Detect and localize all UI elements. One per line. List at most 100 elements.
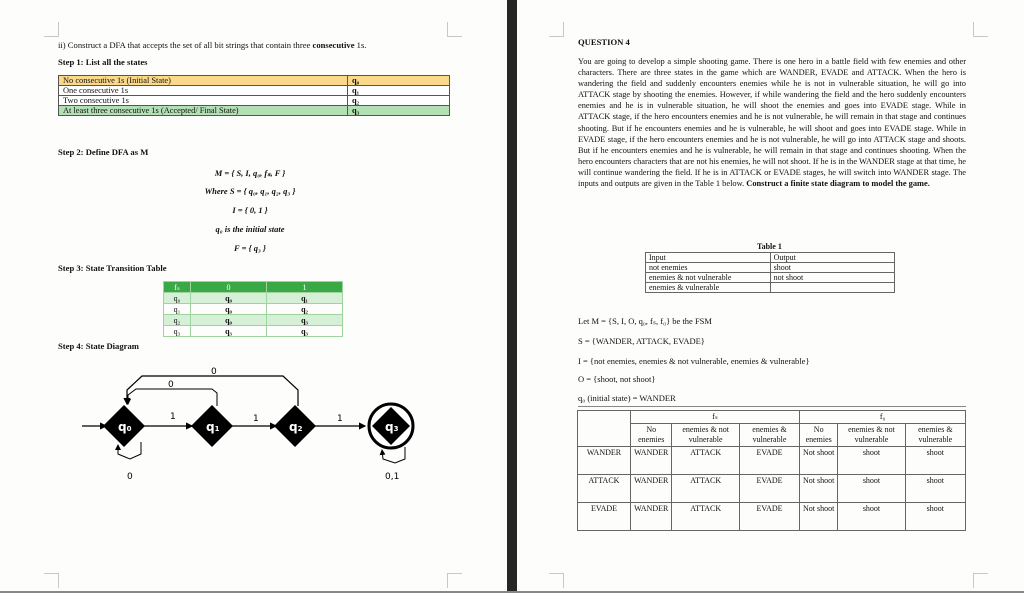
table-cell: q₁ xyxy=(266,292,343,304)
table-row: EVADE WANDER ATTACK EVADE Not shoot shoot shoo… xyxy=(577,502,967,531)
table-cell: shoot xyxy=(904,502,967,531)
table-cell: q₃ xyxy=(163,325,191,337)
table-cell: not enemies xyxy=(645,262,771,273)
table-row: q₁ q₀ q₂ xyxy=(163,303,343,315)
s-definition: Where S = { q₀, q₁, q₂, q₃ } xyxy=(204,186,296,196)
table-cell: ATTACK xyxy=(671,446,740,475)
fsm-line: S = {WANDER, ATTACK, EVADE} xyxy=(578,336,705,346)
table-cell: EVADE xyxy=(738,446,801,475)
table-cell: shoot xyxy=(904,446,967,475)
subheader-cell: enemies & vulnerable xyxy=(738,423,801,447)
self-loop-q3: 0,1 xyxy=(379,447,406,482)
empty-cell xyxy=(577,410,631,447)
table-cell: q₂ xyxy=(266,303,343,315)
table1-caption: Table 1 xyxy=(757,242,782,251)
table-row: enemies & not vulnerable not shoot xyxy=(645,272,896,283)
group-header: f₀ xyxy=(799,410,966,424)
step2-heading: Step 2: Define DFA as M xyxy=(58,147,149,157)
margin-corner-mark xyxy=(44,573,59,588)
io-table: Input Output not enemies shoot enemies & not… xyxy=(645,252,896,293)
question-text: ii) Construct a DFA that accepts the set… xyxy=(58,40,367,50)
table-cell: WANDER xyxy=(629,474,673,503)
state-symbol: q₁ xyxy=(347,85,450,96)
edge-q2-q0: 0 xyxy=(123,367,299,406)
margin-corner-mark xyxy=(447,573,462,588)
step4-heading: Step 4: State Diagram xyxy=(58,341,139,351)
table-row: q₀ q₀ q₁ xyxy=(163,292,343,304)
table-row: enemies & vulnerable xyxy=(645,282,896,293)
state-description: No consecutive 1s (Initial State) xyxy=(58,75,348,86)
header-cell: fₛ xyxy=(163,281,191,293)
table-cell: ATTACK xyxy=(671,502,740,531)
margin-corner-mark xyxy=(549,573,564,588)
edge-label: 1 xyxy=(170,412,176,422)
state-symbol: q₂ xyxy=(347,95,450,106)
table-cell: q₁ xyxy=(163,303,191,315)
bottom-border xyxy=(0,591,1024,593)
edge-q1-q0: 0 xyxy=(125,380,218,406)
step3-heading: Step 3: State Transition Table xyxy=(58,263,167,273)
table-cell: EVADE xyxy=(738,502,801,531)
edge-label: 0 xyxy=(211,367,217,377)
table-cell: Input xyxy=(645,252,771,263)
left-page: ii) Construct a DFA that accepts the set… xyxy=(0,0,507,592)
table-cell: EVADE xyxy=(738,474,801,503)
header-cell: 1 xyxy=(266,281,343,293)
state-row: No consecutive 1s (Initial State) q₀ xyxy=(58,75,450,86)
divider-line xyxy=(578,406,966,407)
subheader-cell: No enemies xyxy=(629,423,673,447)
table-cell: q₃ xyxy=(190,325,267,337)
state-row: Two consecutive 1s q₂ xyxy=(58,95,450,106)
state-row: At least three consecutive 1s (Accepted/… xyxy=(58,105,450,116)
state-q3-accepting: q3 xyxy=(367,402,415,450)
table-cell: shoot xyxy=(837,446,906,475)
table-cell: shoot xyxy=(837,502,906,531)
margin-corner-mark xyxy=(973,573,988,588)
state-q0: q0 xyxy=(103,405,145,447)
fsm-line: I = {not enemies, enemies & not vulnerab… xyxy=(578,356,810,366)
table-row: not enemies shoot xyxy=(645,262,896,273)
table-row: q₂ q₀ q₃ xyxy=(163,314,343,326)
header-cell: 0 xyxy=(190,281,267,293)
edge-label: 0 xyxy=(168,380,174,390)
row-header: EVADE xyxy=(577,502,631,531)
table-cell: q₀ xyxy=(190,303,267,315)
table-cell: q₃ xyxy=(266,314,343,326)
table-row: q₃ q₃ q₃ xyxy=(163,325,343,337)
table-cell: WANDER xyxy=(629,446,673,475)
state-description: Two consecutive 1s xyxy=(58,95,348,106)
edge-label: 1 xyxy=(337,414,343,424)
fsm-line: Let M = {S, I, O, q₀, fₛ, f₀} be the FSM xyxy=(578,316,712,326)
question-title: QUESTION 4 xyxy=(578,37,630,47)
state-diagram: 1 1 1 0 0 0 0,1 q0 q1 q2 q3 xyxy=(82,367,415,482)
table-cell: Not shoot xyxy=(799,474,839,503)
table-cell: not shoot xyxy=(769,272,896,283)
margin-corner-mark xyxy=(549,22,564,37)
step1-heading: Step 1: List all the states xyxy=(58,57,148,67)
question-body: You are going to develop a simple shooti… xyxy=(578,57,967,189)
state-q2: q2 xyxy=(274,405,316,447)
state-symbol: q₀ xyxy=(347,75,450,86)
state-description: At least three consecutive 1s (Accepted/… xyxy=(58,105,348,116)
edge-label: 0 xyxy=(127,472,133,482)
subheader-cell: enemies & not vulnerable xyxy=(837,423,906,447)
table-cell: q₃ xyxy=(266,325,343,337)
table-cell: shoot xyxy=(904,474,967,503)
group-header-row: fₛ f₀ xyxy=(577,410,966,447)
state-symbol: q₃ xyxy=(347,105,450,116)
edge-q0-q1: 1 xyxy=(141,412,194,430)
table-row: ATTACK WANDER ATTACK EVADE Not shoot shoot sho… xyxy=(577,474,967,503)
page-gap xyxy=(507,0,517,593)
table-cell: q₂ xyxy=(163,314,191,326)
table-cell: enemies & not vulnerable xyxy=(645,272,771,283)
fsm-line: q₀ (initial state) = WANDER xyxy=(578,393,676,403)
table-cell: WANDER xyxy=(629,502,673,531)
i-definition: I = { 0, 1 } xyxy=(232,205,268,215)
subheader-cell: enemies & vulnerable xyxy=(904,423,967,447)
table-row: WANDER WANDER ATTACK EVADE Not shoot shoot sho… xyxy=(577,446,967,475)
m-definition: M = { S, I, q₀, fₛ, F } xyxy=(214,168,286,178)
edge-q1-q2: 1 xyxy=(229,414,278,430)
initial-state-definition: q₀ is the initial state xyxy=(215,224,285,234)
table-cell: enemies & vulnerable xyxy=(645,282,771,293)
state-description: One consecutive 1s xyxy=(58,85,348,96)
